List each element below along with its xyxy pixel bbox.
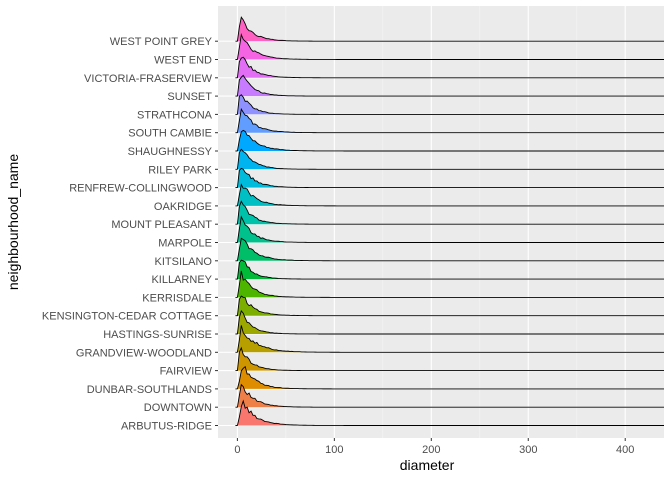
y-tick-label: HASTINGS-SUNRISE	[103, 329, 212, 341]
x-axis-title: diameter	[400, 457, 455, 473]
y-tick-label: MOUNT PLEASANT	[111, 219, 212, 231]
x-tick-label: 200	[422, 444, 440, 456]
ridge-line-hastings-sunrise	[235, 309, 664, 335]
y-axis-title: neighbourhood_name	[5, 154, 21, 290]
ridge-line-south-cambie	[235, 107, 664, 134]
y-tick-label: DOWNTOWN	[144, 402, 212, 414]
ridge-line-fairview	[235, 346, 664, 372]
y-tick-label: KITSILANO	[155, 256, 213, 268]
y-tick-label: DUNBAR-SOUTHLANDS	[87, 384, 212, 396]
y-tick-label: SOUTH CAMBIE	[128, 128, 212, 140]
x-tick-label: 300	[519, 444, 537, 456]
ridge-line-oakridge	[235, 183, 664, 207]
y-tick-label: VICTORIA-FRASERVIEW	[84, 73, 213, 85]
ridge-line-arbutus-ridge	[235, 399, 664, 426]
ridge-line-mount-pleasant	[235, 200, 664, 225]
y-tick-label: RILEY PARK	[148, 164, 212, 176]
y-tick-label: ARBUTUS-RIDGE	[121, 421, 212, 433]
ridge-line-strathcona	[235, 94, 664, 115]
ridge-line-west-point-grey	[235, 16, 664, 42]
y-tick-label: SUNSET	[167, 91, 212, 103]
x-tick-label: 100	[325, 444, 343, 456]
y-tick-label: RENFREW-COLLINGWOOD	[69, 183, 212, 195]
y-tick-label: SHAUGHNESSY	[128, 146, 213, 158]
panel-background	[218, 6, 664, 438]
ridge-line-downtown	[235, 383, 664, 408]
ridge-line-killarney	[235, 259, 664, 280]
density-ridges	[235, 16, 664, 426]
ridge-line-victoria-fraserview	[235, 56, 664, 79]
x-tick-label: 400	[616, 444, 634, 456]
ridge-line-riley-park	[235, 148, 664, 170]
ridge-line-marpole	[235, 215, 664, 243]
y-tick-label: OAKRIDGE	[154, 201, 212, 213]
ridge-line-grandview-woodland	[235, 325, 664, 353]
ridge-line-kerrisdale	[235, 270, 664, 298]
y-tick-label: KILLARNEY	[151, 274, 212, 286]
x-axis-ticks: 0 100 200 300 400	[234, 438, 634, 456]
y-tick-label: FAIRVIEW	[160, 366, 213, 378]
ridge-line-shaughnessy	[235, 129, 664, 152]
y-tick-label: WEST END	[154, 55, 212, 67]
ridge-line-renfrew-collingwood	[235, 167, 664, 189]
ridge-line-sunset	[235, 74, 664, 97]
ridge-line-kitsilano	[235, 237, 664, 262]
ridge-line-kensington-cedar-cottage	[235, 295, 664, 317]
ridge-line-dunbar-southlands	[235, 365, 664, 390]
y-tick-label: WEST POINT GREY	[110, 36, 213, 48]
y-tick-label: KENSINGTON-CEDAR COTTAGE	[42, 311, 212, 323]
y-tick-label: STRATHCONA	[137, 109, 213, 121]
y-tick-label: GRANDVIEW-WOODLAND	[76, 347, 212, 359]
x-tick-label: 0	[234, 444, 240, 456]
y-tick-label: MARPOLE	[158, 238, 212, 250]
y-tick-label: KERRISDALE	[142, 292, 212, 304]
ridge-line-west-end	[235, 33, 664, 60]
y-axis-ticks: ARBUTUS-RIDGE DOWNTOWN DUNBAR-SOUTHLANDS FA…	[42, 36, 218, 433]
